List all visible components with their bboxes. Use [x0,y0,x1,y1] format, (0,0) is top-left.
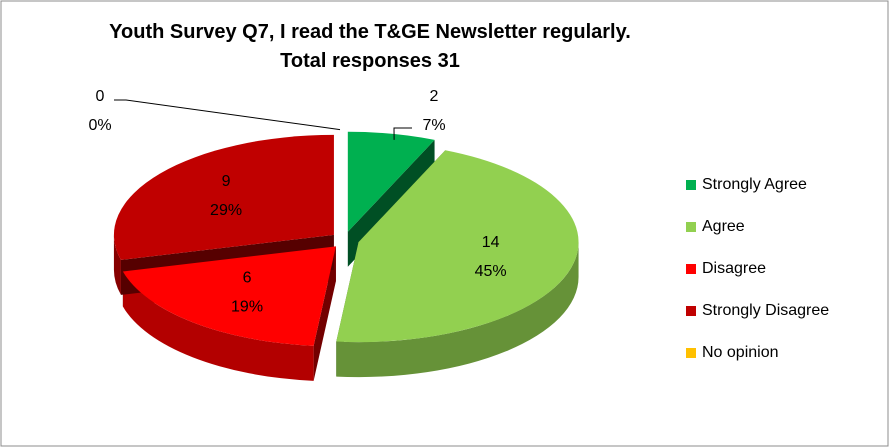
slice [113,134,334,260]
legend-swatch [686,348,696,358]
slice-side [336,242,579,378]
slice [336,150,579,343]
slice [347,131,435,232]
slice [122,246,336,346]
leader-line [114,99,341,131]
legend-label: Strongly Agree [702,176,807,193]
legend-swatch [686,306,696,316]
legend-swatch [686,264,696,274]
legend-swatch [686,180,696,190]
legend-label: Agree [702,218,745,235]
legend-label: Strongly Disagree [702,302,829,319]
data-label: 45% [475,263,507,280]
data-label: 6 [243,270,252,287]
slice-side [122,271,314,381]
data-label: 29% [210,202,242,219]
legend-label: Disagree [702,260,766,277]
data-label: 7% [422,117,445,134]
legend-swatch [686,222,696,232]
data-label: 2 [430,88,439,105]
data-label: 14 [482,234,500,251]
data-label: 0 [96,88,105,105]
chart-title: Youth Survey Q7, I read the T&GE Newslet… [109,21,631,72]
leader-line [393,127,412,140]
data-label: 9 [222,173,231,190]
legend-label: No opinion [702,344,779,361]
slice-side [113,234,121,295]
data-label: 0% [88,117,111,134]
data-label: 19% [231,299,263,316]
